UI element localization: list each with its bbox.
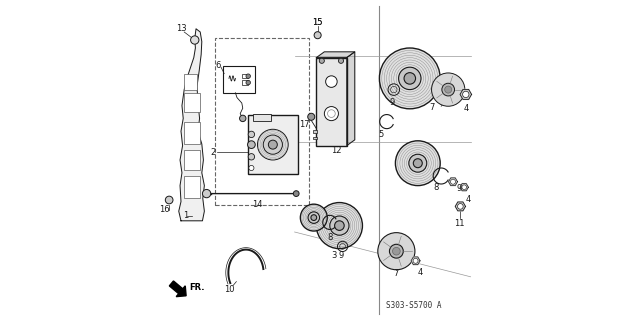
Circle shape [451, 179, 455, 184]
Polygon shape [448, 178, 458, 186]
Circle shape [248, 131, 255, 138]
Circle shape [314, 32, 321, 39]
Text: 9: 9 [339, 252, 344, 260]
Circle shape [294, 191, 299, 196]
Text: S303-S5700 A: S303-S5700 A [386, 301, 441, 310]
Bar [313, 130, 317, 133]
Circle shape [404, 73, 415, 84]
Circle shape [326, 76, 337, 87]
Circle shape [268, 140, 277, 149]
Circle shape [311, 215, 316, 220]
Text: 7: 7 [429, 103, 435, 112]
Circle shape [396, 141, 440, 186]
Text: 5: 5 [378, 130, 384, 139]
Circle shape [246, 74, 250, 78]
Text: 3: 3 [332, 252, 337, 260]
Circle shape [308, 212, 320, 223]
Circle shape [328, 110, 335, 117]
Circle shape [248, 154, 255, 160]
Circle shape [379, 48, 440, 109]
Circle shape [307, 113, 314, 120]
Text: 11: 11 [454, 220, 465, 228]
Bar [184, 122, 200, 144]
Polygon shape [179, 29, 204, 221]
Bar [184, 93, 200, 112]
Text: FR.: FR. [189, 284, 205, 292]
Circle shape [316, 203, 363, 249]
Bar [253, 114, 271, 121]
Text: 2: 2 [210, 148, 216, 156]
Circle shape [249, 165, 254, 171]
Circle shape [444, 86, 451, 93]
Polygon shape [460, 184, 469, 191]
Circle shape [335, 221, 344, 230]
Text: 16: 16 [158, 205, 169, 214]
Bar [223, 66, 255, 93]
Text: 14: 14 [252, 200, 263, 209]
Circle shape [240, 115, 246, 122]
Text: 10: 10 [224, 285, 234, 294]
Text: 15: 15 [312, 18, 322, 27]
Text: 9: 9 [389, 98, 395, 107]
Circle shape [392, 247, 400, 255]
Circle shape [442, 83, 455, 96]
Polygon shape [316, 52, 355, 58]
Circle shape [409, 154, 427, 172]
Circle shape [458, 204, 463, 209]
Circle shape [257, 129, 288, 160]
Polygon shape [460, 89, 472, 100]
Circle shape [247, 141, 256, 148]
Text: 6: 6 [215, 61, 221, 70]
Bar [313, 137, 317, 139]
Circle shape [378, 233, 415, 270]
Circle shape [339, 58, 344, 63]
Circle shape [330, 216, 349, 235]
Bar [184, 176, 200, 198]
Circle shape [463, 91, 469, 98]
Polygon shape [411, 257, 420, 265]
Bar [184, 74, 197, 90]
Bar [184, 150, 200, 170]
Circle shape [413, 159, 422, 168]
Circle shape [191, 36, 199, 44]
Bar [248, 115, 298, 174]
Text: 4: 4 [465, 195, 470, 204]
Text: 7: 7 [394, 269, 399, 278]
Polygon shape [347, 52, 355, 146]
Text: 17: 17 [299, 120, 310, 129]
Circle shape [320, 58, 325, 63]
Circle shape [462, 185, 467, 189]
Text: 4: 4 [417, 268, 423, 277]
Circle shape [246, 80, 250, 85]
Polygon shape [455, 202, 465, 211]
Circle shape [202, 189, 210, 198]
Circle shape [301, 204, 327, 231]
Circle shape [263, 135, 282, 154]
Polygon shape [169, 281, 186, 297]
Circle shape [325, 107, 339, 121]
Circle shape [413, 258, 418, 263]
Bar [242, 74, 248, 78]
Text: 15: 15 [312, 18, 322, 27]
Circle shape [432, 73, 465, 106]
Text: 9: 9 [456, 184, 462, 193]
Bar [316, 58, 347, 146]
Circle shape [165, 196, 173, 204]
Text: 13: 13 [176, 24, 186, 33]
Bar [242, 80, 248, 85]
Text: 8: 8 [328, 233, 333, 242]
Circle shape [389, 244, 403, 258]
Bar [214, 38, 309, 205]
Text: 4: 4 [463, 104, 469, 113]
Text: 1: 1 [183, 212, 188, 220]
Circle shape [399, 67, 421, 90]
Text: 12: 12 [332, 146, 342, 155]
Text: 8: 8 [434, 183, 439, 192]
